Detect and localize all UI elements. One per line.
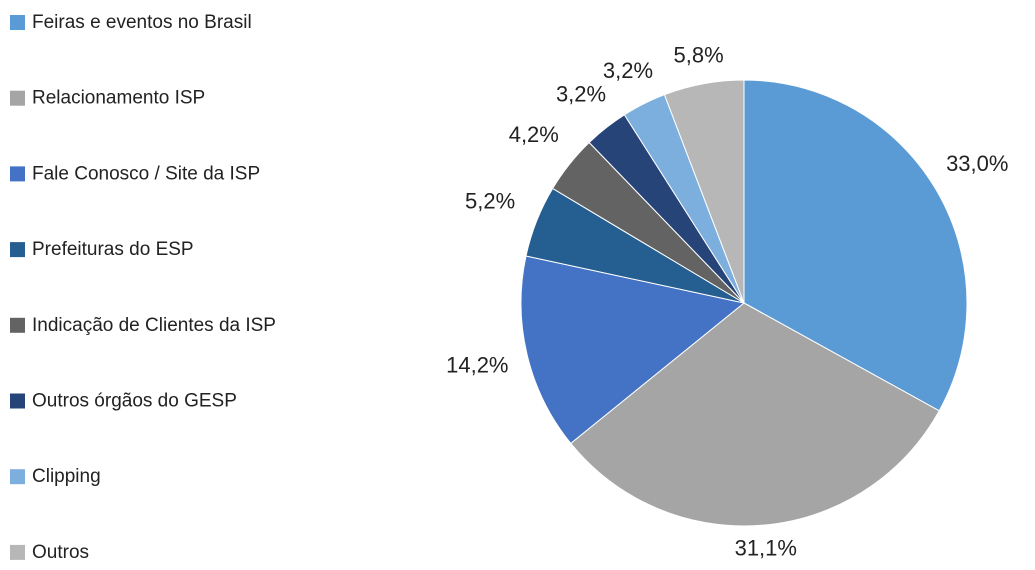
- legend-label: Relacionamento ISP: [32, 88, 205, 109]
- data-label: 31,1%: [735, 535, 797, 560]
- data-label: 5,8%: [673, 43, 723, 68]
- data-label: 4,2%: [509, 122, 559, 147]
- legend-swatch: [10, 393, 25, 409]
- data-label: 14,2%: [446, 352, 508, 377]
- legend-label: Feiras e eventos no Brasil: [32, 12, 252, 33]
- pie-slice: [520, 255, 746, 445]
- legend-swatch: [10, 317, 25, 333]
- legend-swatch: [10, 15, 25, 30]
- data-label: 3,2%: [556, 82, 606, 107]
- legend-swatch: [10, 90, 25, 106]
- legend-swatch: [10, 544, 25, 560]
- pie-slice: [570, 302, 940, 527]
- pie-slice: [663, 79, 745, 304]
- data-label: 3,2%: [603, 58, 653, 83]
- legend-label: Indicação de Clientes da ISP: [32, 315, 276, 336]
- legend-swatch: [10, 469, 25, 485]
- legend-label: Fale Conosco / Site da ISP: [32, 163, 260, 184]
- data-label: 5,2%: [465, 189, 515, 214]
- legend-swatch: [10, 242, 25, 258]
- legend-label: Outros órgãos do GESP: [32, 391, 237, 412]
- legend-label: Outros: [32, 542, 89, 563]
- legend-label: Prefeituras do ESP: [32, 239, 194, 260]
- data-label: 33,0%: [946, 151, 1008, 176]
- legend-label: Clipping: [32, 466, 101, 487]
- pie-slice: [743, 79, 968, 412]
- legend-swatch: [10, 166, 25, 182]
